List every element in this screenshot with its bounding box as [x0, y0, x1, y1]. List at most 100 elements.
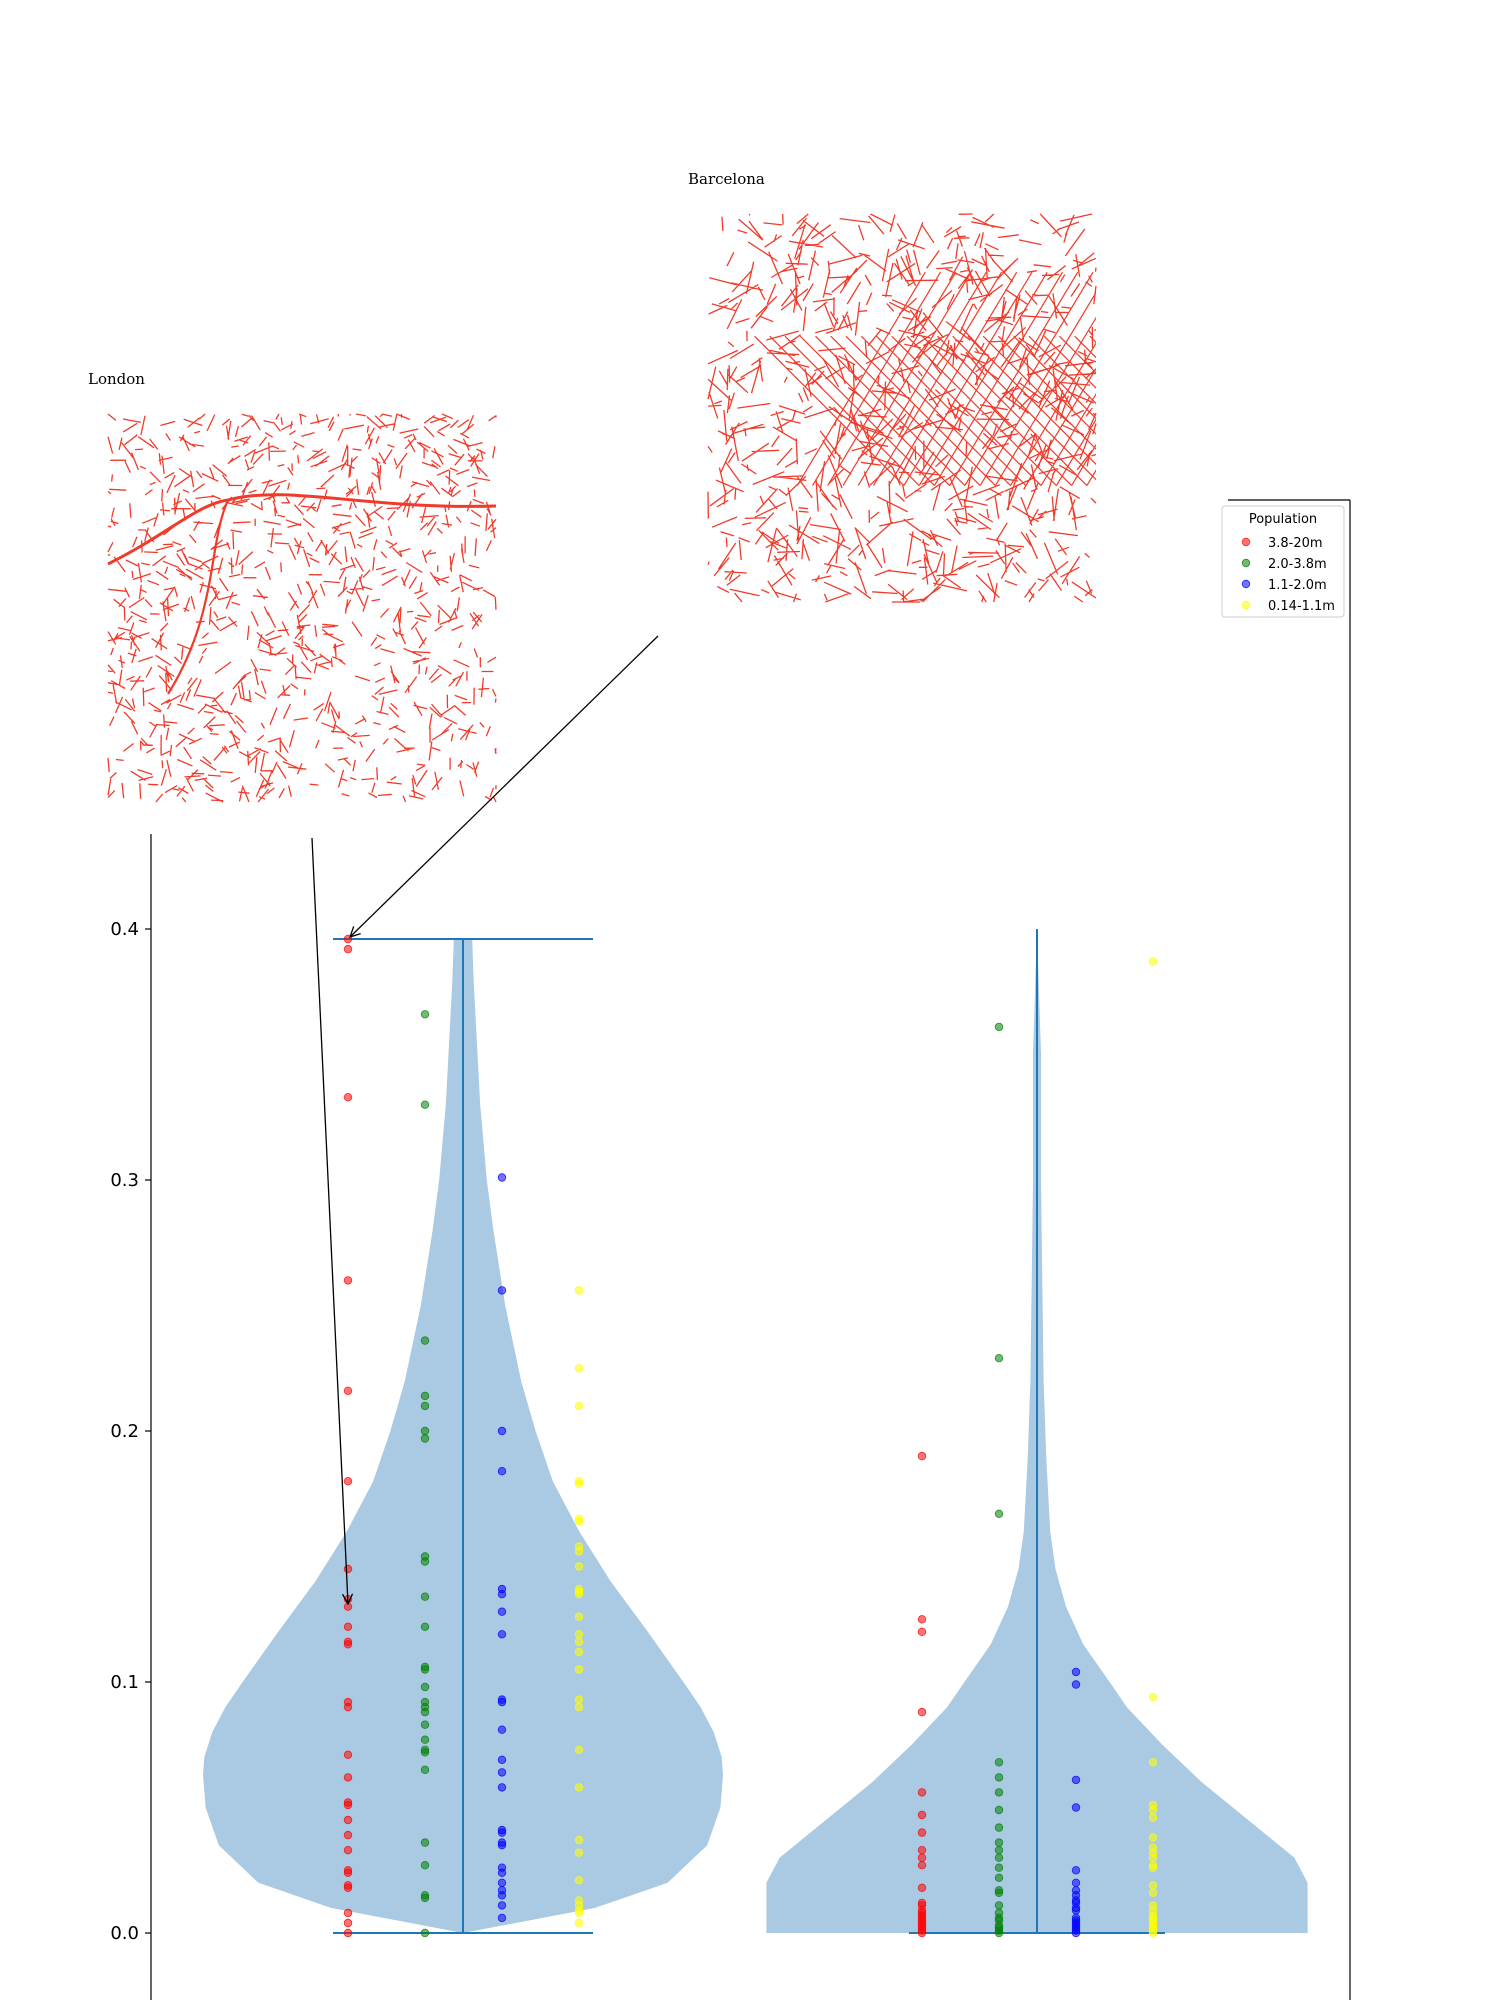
data-point — [994, 1788, 1004, 1797]
data-point — [497, 1783, 507, 1792]
data-point — [1148, 1863, 1158, 1872]
data-point — [343, 1386, 353, 1395]
data-point — [574, 1364, 584, 1373]
london-street-map — [107, 413, 497, 803]
data-point — [574, 1665, 584, 1674]
data-point — [343, 1883, 353, 1892]
data-point — [574, 1702, 584, 1712]
data-point — [497, 1630, 507, 1639]
data-point — [1148, 1692, 1158, 1702]
data-point — [574, 1908, 584, 1918]
data-point — [497, 1607, 507, 1616]
data-point — [420, 1010, 430, 1019]
data-point — [917, 1810, 927, 1820]
data-point — [994, 1845, 1004, 1855]
data-point — [343, 1908, 353, 1918]
legend-marker — [1241, 558, 1251, 568]
data-point — [917, 1845, 927, 1855]
data-point — [420, 1592, 430, 1601]
data-point — [420, 1765, 430, 1774]
data-point — [1071, 1775, 1081, 1785]
legend-label: 3.8-20m — [1268, 536, 1323, 551]
data-point — [420, 1735, 430, 1744]
data-point — [497, 1697, 507, 1707]
data-point — [343, 1092, 353, 1102]
legend: Population 3.8-20m 2.0-3.8m 1.1-2.0m 0.14-1… — [1221, 505, 1345, 618]
data-point — [1071, 1878, 1081, 1887]
data-point — [420, 1401, 430, 1411]
data-point — [497, 1840, 507, 1850]
data-point — [574, 1562, 584, 1571]
data-point — [343, 1800, 353, 1810]
data-point — [497, 1589, 507, 1599]
data-point — [994, 1823, 1004, 1832]
data-point — [574, 1876, 584, 1885]
data-point — [343, 1750, 353, 1759]
data-point — [420, 1557, 430, 1566]
data-point — [917, 1860, 927, 1870]
data-point — [420, 1391, 430, 1401]
data-point — [1071, 1803, 1081, 1812]
y-axis-ticks: 0.0 0.1 0.2 0.3 0.4 — [110, 919, 151, 1944]
data-point — [343, 1830, 353, 1840]
river-outline — [107, 493, 497, 566]
data-point — [574, 1630, 584, 1639]
data-point — [574, 1401, 584, 1411]
street-segments — [107, 413, 497, 803]
data-point — [1071, 1866, 1081, 1875]
data-point — [497, 1755, 507, 1764]
data-point — [497, 1286, 507, 1295]
legend-title: Population — [1249, 512, 1317, 527]
data-point — [343, 944, 353, 954]
data-point — [574, 1783, 584, 1792]
data-point — [994, 1853, 1004, 1862]
legend-marker — [1241, 537, 1251, 547]
data-point — [497, 1426, 507, 1436]
street-segments — [707, 213, 1097, 603]
data-point — [343, 1773, 353, 1782]
data-point — [1148, 1928, 1158, 1938]
data-point — [420, 1893, 430, 1903]
y-tick-label: 0.3 — [110, 1170, 139, 1191]
data-point — [1071, 1928, 1081, 1938]
data-point — [574, 1745, 584, 1754]
data-point — [497, 1466, 507, 1476]
data-point — [917, 1707, 927, 1717]
data-point — [420, 1336, 430, 1345]
data-point — [574, 1589, 584, 1599]
data-point — [420, 1100, 430, 1109]
legend-box — [1221, 505, 1345, 618]
data-point — [574, 1479, 584, 1488]
data-point — [497, 1725, 507, 1734]
data-point — [343, 1476, 353, 1486]
data-point — [420, 1682, 430, 1692]
data-point — [1148, 1833, 1158, 1842]
data-point — [994, 1805, 1004, 1815]
data-point — [343, 1845, 353, 1855]
data-point — [1148, 1853, 1158, 1862]
data-point — [343, 1622, 353, 1631]
london-annotation-arrow — [311, 837, 348, 1604]
london-map-frame — [108, 414, 496, 802]
data-point — [343, 1815, 353, 1825]
data-point — [497, 1891, 507, 1900]
data-point — [574, 1918, 584, 1928]
legend-label: 1.1-2.0m — [1268, 578, 1327, 593]
data-point — [420, 1720, 430, 1729]
scatter-points — [343, 934, 1158, 1938]
data-point — [994, 1928, 1004, 1938]
data-point — [994, 1758, 1004, 1767]
data-point — [343, 1602, 353, 1611]
data-point — [343, 1276, 353, 1285]
data-point — [343, 1868, 353, 1877]
barcelona-annotation-arrow — [350, 635, 659, 937]
legend-label: 0.14-1.1m — [1268, 599, 1335, 614]
legend-marker — [1241, 600, 1251, 610]
data-point — [420, 1928, 430, 1938]
data-point — [1071, 1906, 1081, 1915]
data-point — [420, 1860, 430, 1870]
y-tick-label: 0.1 — [110, 1672, 139, 1693]
data-point — [574, 1848, 584, 1857]
legend-label: 2.0-3.8m — [1268, 557, 1327, 572]
